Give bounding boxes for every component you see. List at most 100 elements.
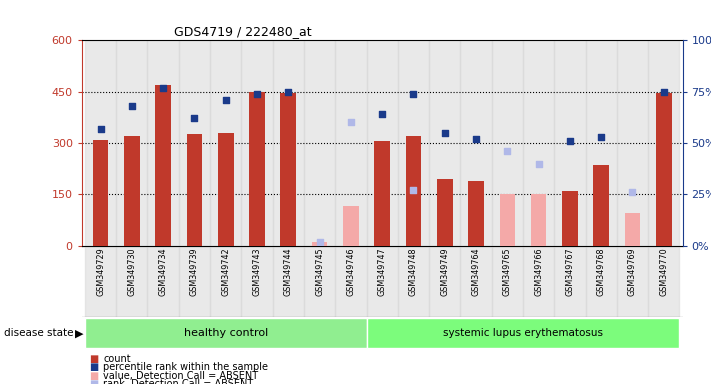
Bar <box>241 40 272 246</box>
Bar <box>625 213 641 246</box>
Bar <box>531 194 547 246</box>
Bar <box>523 246 555 317</box>
Bar <box>648 246 680 317</box>
Point <box>439 130 451 136</box>
Bar <box>85 318 366 348</box>
Bar <box>617 40 648 246</box>
Point <box>627 189 638 195</box>
Bar <box>116 40 147 246</box>
Point <box>126 103 137 109</box>
Bar <box>178 246 210 317</box>
Bar <box>249 92 264 246</box>
Bar <box>147 246 178 317</box>
Point <box>596 134 607 140</box>
Point <box>251 91 262 97</box>
Text: GSM349739: GSM349739 <box>190 247 199 296</box>
Text: GSM349742: GSM349742 <box>221 247 230 296</box>
Text: GSM349745: GSM349745 <box>315 247 324 296</box>
Text: GSM349729: GSM349729 <box>96 247 105 296</box>
Text: GSM349767: GSM349767 <box>565 247 574 296</box>
Bar <box>155 85 171 246</box>
Bar <box>492 246 523 317</box>
Text: GSM349766: GSM349766 <box>534 247 543 296</box>
Bar <box>85 40 116 246</box>
Text: rank, Detection Call = ABSENT: rank, Detection Call = ABSENT <box>103 379 253 384</box>
Text: GSM349748: GSM349748 <box>409 247 418 296</box>
Bar <box>366 246 398 317</box>
Text: ▶: ▶ <box>75 328 83 338</box>
Bar <box>186 134 202 246</box>
Point <box>314 238 325 245</box>
Bar <box>461 246 492 317</box>
Bar <box>304 246 335 317</box>
Point <box>565 138 576 144</box>
Text: count: count <box>103 354 131 364</box>
Bar <box>335 40 366 246</box>
Text: value, Detection Call = ABSENT: value, Detection Call = ABSENT <box>103 371 258 381</box>
Text: GSM349765: GSM349765 <box>503 247 512 296</box>
Point <box>282 89 294 95</box>
Bar <box>366 318 680 348</box>
Bar <box>343 206 358 246</box>
Point <box>408 91 419 97</box>
Text: ■: ■ <box>89 371 98 381</box>
Text: systemic lupus erythematosus: systemic lupus erythematosus <box>443 328 603 338</box>
Text: GSM349743: GSM349743 <box>252 247 262 296</box>
Text: GSM349747: GSM349747 <box>378 247 387 296</box>
Bar <box>311 242 327 246</box>
Point <box>502 148 513 154</box>
Text: disease state: disease state <box>4 328 73 338</box>
Bar <box>124 136 139 246</box>
Text: GSM349764: GSM349764 <box>471 247 481 296</box>
Bar <box>492 40 523 246</box>
Point <box>408 187 419 194</box>
Bar <box>594 165 609 246</box>
Bar <box>147 40 178 246</box>
Bar <box>523 40 555 246</box>
Text: ■: ■ <box>89 362 98 372</box>
Bar <box>586 40 617 246</box>
Bar <box>366 40 398 246</box>
Bar <box>210 246 241 317</box>
Bar <box>562 191 578 246</box>
Bar <box>555 40 586 246</box>
Point <box>157 84 169 91</box>
Bar <box>272 40 304 246</box>
Text: healthy control: healthy control <box>183 328 268 338</box>
Bar <box>461 40 492 246</box>
Text: GSM349769: GSM349769 <box>628 247 637 296</box>
Bar <box>429 40 461 246</box>
Bar <box>648 40 680 246</box>
Point <box>377 111 388 118</box>
Text: GSM349730: GSM349730 <box>127 247 137 296</box>
Point <box>471 136 482 142</box>
Bar <box>85 246 116 317</box>
Point <box>345 119 356 126</box>
Text: percentile rank within the sample: percentile rank within the sample <box>103 362 268 372</box>
Bar <box>210 40 241 246</box>
Text: GSM349749: GSM349749 <box>440 247 449 296</box>
Bar <box>335 246 366 317</box>
Bar <box>398 246 429 317</box>
Bar <box>178 40 210 246</box>
Bar <box>218 133 233 246</box>
Bar <box>555 246 586 317</box>
Bar <box>398 40 429 246</box>
Bar <box>116 246 147 317</box>
Bar <box>374 141 390 246</box>
Bar <box>469 181 484 246</box>
Text: GSM349768: GSM349768 <box>597 247 606 296</box>
Text: GSM349744: GSM349744 <box>284 247 293 296</box>
Point <box>658 89 670 95</box>
Text: GSM349770: GSM349770 <box>659 247 668 296</box>
Bar <box>272 246 304 317</box>
Bar <box>500 194 515 246</box>
Point <box>220 97 231 103</box>
Bar <box>280 93 296 246</box>
Text: GSM349734: GSM349734 <box>159 247 168 296</box>
Bar <box>617 246 648 317</box>
Point <box>533 161 545 167</box>
Bar <box>406 136 422 246</box>
Bar <box>586 246 617 317</box>
Bar <box>92 140 108 246</box>
